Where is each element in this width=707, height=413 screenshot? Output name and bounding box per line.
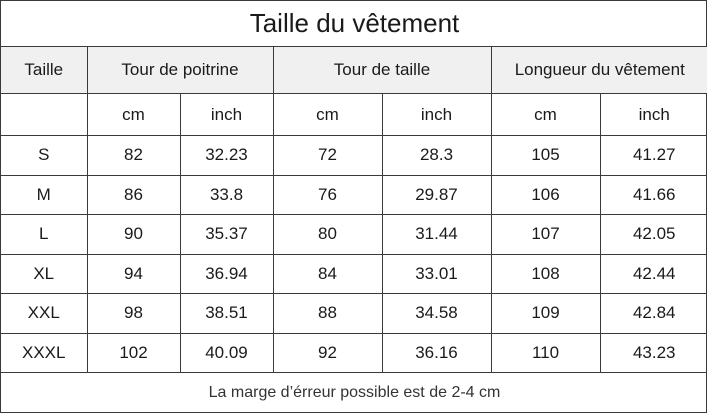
unit-empty-cell: [1, 93, 88, 136]
unit-chest-cm: cm: [86, 93, 181, 136]
size-cell: M: [1, 174, 88, 216]
chest-cm-cell: 102: [86, 332, 181, 374]
chest-inch-cell: 33.8: [179, 174, 274, 216]
chest-inch-cell: 35.37: [179, 214, 274, 255]
length-cm-cell: 106: [490, 174, 601, 216]
length-inch-cell: 43.23: [599, 332, 707, 374]
page-title: Taille du vêtement: [1, 1, 707, 47]
waist-inch-cell: 36.16: [381, 332, 492, 374]
chest-cm-cell: 98: [86, 293, 181, 334]
header-row: Taille Tour de poitrine Tour de taille L…: [1, 45, 707, 95]
length-inch-cell: 41.27: [599, 134, 707, 176]
header-chest: Tour de poitrine: [86, 45, 274, 95]
size-cell: XXL: [1, 293, 88, 334]
footer-note: La marge d’érreur possible est de 2-4 cm: [1, 372, 707, 412]
length-cm-cell: 107: [490, 214, 601, 255]
waist-cm-cell: 92: [272, 332, 383, 374]
size-cell: S: [1, 134, 88, 176]
waist-cm-cell: 88: [272, 293, 383, 334]
waist-inch-cell: 33.01: [381, 253, 492, 295]
waist-cm-cell: 84: [272, 253, 383, 295]
length-inch-cell: 41.66: [599, 174, 707, 216]
chest-inch-cell: 38.51: [179, 293, 274, 334]
size-cell: XL: [1, 253, 88, 295]
size-cell: L: [1, 214, 88, 255]
length-cm-cell: 109: [490, 293, 601, 334]
table-row: XXL 98 38.51 88 34.58 109 42.84: [1, 293, 707, 334]
table-row: M 86 33.8 76 29.87 106 41.66: [1, 174, 707, 216]
unit-waist-cm: cm: [272, 93, 383, 136]
size-cell: XXXL: [1, 332, 88, 374]
unit-chest-inch: inch: [179, 93, 274, 136]
length-cm-cell: 110: [490, 332, 601, 374]
waist-cm-cell: 72: [272, 134, 383, 176]
waist-cm-cell: 80: [272, 214, 383, 255]
header-length: Longueur du vêtement: [490, 45, 707, 95]
waist-inch-cell: 31.44: [381, 214, 492, 255]
waist-inch-cell: 34.58: [381, 293, 492, 334]
length-cm-cell: 105: [490, 134, 601, 176]
unit-length-cm: cm: [490, 93, 601, 136]
chest-inch-cell: 36.94: [179, 253, 274, 295]
waist-inch-cell: 28.3: [381, 134, 492, 176]
unit-waist-inch: inch: [381, 93, 492, 136]
waist-cm-cell: 76: [272, 174, 383, 216]
header-waist: Tour de taille: [272, 45, 492, 95]
length-inch-cell: 42.84: [599, 293, 707, 334]
length-inch-cell: 42.05: [599, 214, 707, 255]
length-cm-cell: 108: [490, 253, 601, 295]
title-row: Taille du vêtement: [1, 1, 707, 47]
unit-row: cm inch cm inch cm inch: [1, 93, 707, 136]
table-row: S 82 32.23 72 28.3 105 41.27: [1, 134, 707, 176]
chest-inch-cell: 32.23: [179, 134, 274, 176]
table-row: XXXL 102 40.09 92 36.16 110 43.23: [1, 332, 707, 374]
length-inch-cell: 42.44: [599, 253, 707, 295]
chest-cm-cell: 82: [86, 134, 181, 176]
table-row: L 90 35.37 80 31.44 107 42.05: [1, 214, 707, 255]
unit-length-inch: inch: [599, 93, 707, 136]
chest-inch-cell: 40.09: [179, 332, 274, 374]
table-row: XL 94 36.94 84 33.01 108 42.44: [1, 253, 707, 295]
chest-cm-cell: 90: [86, 214, 181, 255]
chest-cm-cell: 86: [86, 174, 181, 216]
chest-cm-cell: 94: [86, 253, 181, 295]
waist-inch-cell: 29.87: [381, 174, 492, 216]
footer-row: La marge d’érreur possible est de 2-4 cm: [1, 372, 707, 412]
header-size: Taille: [1, 45, 88, 95]
